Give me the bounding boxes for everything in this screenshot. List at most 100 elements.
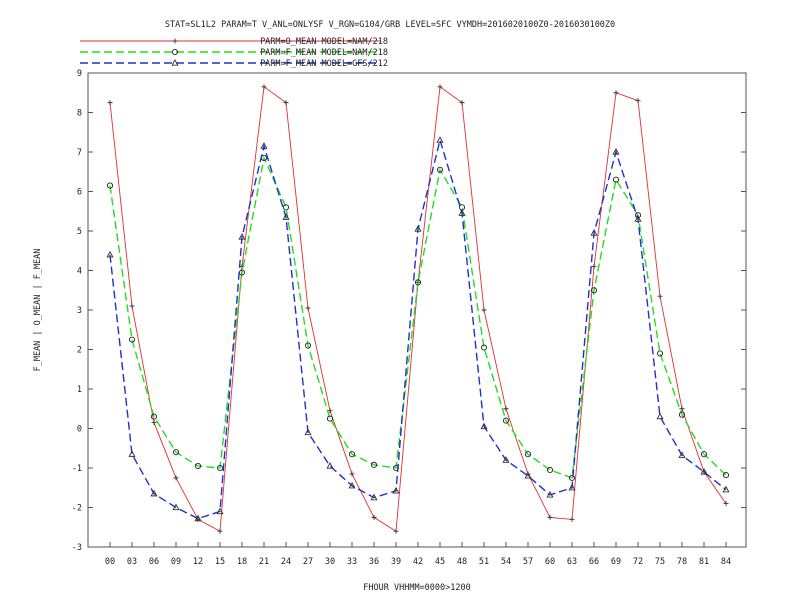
data-point (349, 471, 355, 477)
data-point (547, 514, 553, 520)
data-point (480, 344, 488, 351)
x-tick-label: 60 (545, 557, 555, 567)
data-point (106, 250, 114, 258)
series-3 (106, 136, 730, 522)
x-tick-label: 84 (721, 557, 731, 567)
data-point (194, 462, 202, 470)
y-tick-label: 9 (77, 69, 82, 79)
data-point (238, 232, 246, 240)
y-tick-label: -1 (72, 464, 82, 474)
data-point (437, 84, 443, 90)
series-line (109, 137, 727, 520)
x-tick-label: 15 (215, 557, 225, 567)
x-tick-label: 72 (633, 557, 643, 567)
data-point (524, 471, 532, 479)
data-point (569, 516, 575, 522)
data-point (370, 493, 378, 501)
data-point (612, 176, 620, 183)
y-tick-label: 2 (77, 346, 82, 356)
data-point (171, 48, 179, 56)
data-point (194, 514, 202, 522)
x-tick-label: 69 (611, 557, 621, 567)
y-tick-label: -3 (72, 543, 82, 553)
data-point (613, 90, 619, 96)
data-point (635, 98, 641, 104)
data-point (414, 279, 422, 286)
data-point (305, 305, 311, 311)
data-point (546, 466, 554, 474)
y-tick-label: 7 (77, 148, 82, 158)
data-point (591, 264, 597, 270)
x-tick-label: 30 (325, 557, 335, 567)
x-tick-label: 00 (105, 557, 115, 567)
data-point (634, 215, 642, 222)
x-tick-label: 54 (501, 557, 511, 567)
x-tick-label: 78 (677, 557, 687, 567)
data-point (348, 481, 356, 489)
data-point (700, 451, 708, 458)
data-point (261, 84, 267, 90)
data-point (568, 483, 576, 491)
x-tick-label: 81 (699, 557, 709, 567)
data-point (723, 501, 729, 507)
series-line (109, 155, 727, 479)
data-point (458, 209, 466, 216)
data-point (172, 38, 178, 44)
x-tick-label: 36 (369, 557, 379, 567)
y-axis: -3 -2 -1 0 1 2 3 4 5 6 7 8 9 (72, 69, 746, 553)
data-point (173, 475, 179, 481)
x-tick-label: 57 (523, 557, 533, 567)
data-point (678, 451, 686, 459)
data-point (393, 528, 399, 534)
data-point (590, 287, 598, 294)
x-tick-label: 48 (457, 557, 467, 567)
y-axis-label: F_MEAN | O_MEAN | F_MEAN (33, 249, 43, 372)
data-point (326, 462, 334, 469)
data-point (590, 229, 598, 236)
x-axis-label: FHOUR VHHMM=0000>1200 (363, 583, 470, 593)
data-point (700, 468, 708, 475)
legend-label: PARM=O_MEAN MODEL=NAM/218 (260, 37, 388, 47)
series-2 (106, 154, 730, 481)
data-point (128, 450, 136, 457)
y-tick-label: 5 (77, 227, 82, 237)
x-tick-label: 63 (567, 557, 577, 567)
y-tick-label: 6 (77, 188, 82, 198)
data-point (106, 182, 114, 189)
data-point (371, 514, 377, 520)
x-tick-label: 42 (413, 557, 423, 567)
series-line (109, 85, 727, 532)
plot-frame (87, 72, 747, 548)
x-tick-label: 75 (655, 557, 665, 567)
data-point (128, 336, 136, 343)
data-point (326, 415, 334, 422)
x-tick-label: 18 (237, 557, 247, 567)
data-point (656, 412, 664, 420)
legend-label: PARM=F_MEAN MODEL=GFS/212 (260, 59, 388, 69)
chart-title: STAT=SL1L2 PARAM=T V_ANL=ONLYSF V_RGN=G1… (165, 20, 615, 30)
x-tick-label: 27 (303, 557, 313, 567)
x-tick-label: 45 (435, 557, 445, 567)
data-point (370, 461, 378, 468)
data-point (503, 406, 509, 412)
y-tick-label: 4 (77, 267, 82, 277)
data-point (524, 451, 532, 458)
data-point (216, 464, 224, 472)
data-point (304, 428, 312, 436)
series-1 (107, 84, 729, 534)
y-tick-label: 3 (77, 306, 82, 316)
data-point (502, 456, 510, 463)
data-point (282, 204, 290, 211)
y-tick-label: 8 (77, 109, 82, 119)
data-point (217, 528, 223, 534)
data-point (459, 100, 465, 106)
data-point (260, 142, 268, 149)
data-point (546, 490, 554, 498)
legend-label: PARM=F_MEAN MODEL=NAM/218 (260, 48, 388, 58)
x-tick-label: 33 (347, 557, 357, 567)
x-tick-label: 09 (171, 557, 181, 567)
data-point (129, 303, 135, 309)
